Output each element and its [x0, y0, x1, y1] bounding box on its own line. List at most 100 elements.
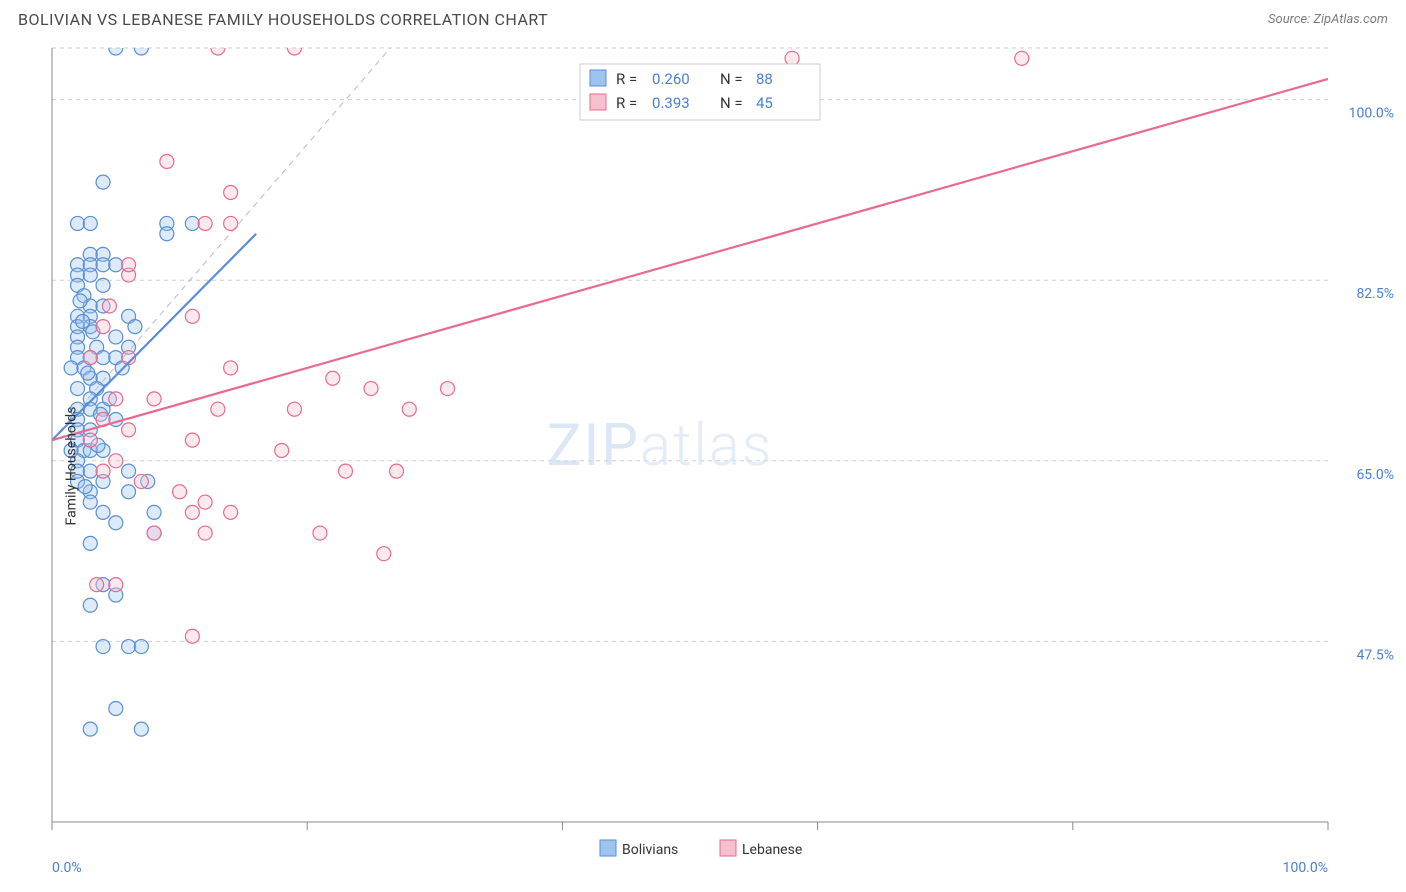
data-point — [185, 309, 199, 323]
stats-r-label: R = — [616, 94, 637, 112]
data-point — [83, 536, 97, 550]
data-point — [90, 578, 104, 592]
data-point — [102, 299, 116, 313]
data-point — [109, 392, 123, 406]
data-point — [109, 258, 123, 272]
data-point — [122, 640, 136, 654]
data-point — [83, 433, 97, 447]
data-point — [134, 640, 148, 654]
data-point — [128, 320, 142, 334]
legend-swatch — [590, 94, 606, 110]
data-point — [224, 185, 238, 199]
data-point — [198, 495, 212, 509]
data-point — [96, 278, 110, 292]
data-point — [83, 598, 97, 612]
y-tick-label: 100.0% — [1349, 106, 1394, 122]
data-point — [96, 505, 110, 519]
data-point — [441, 382, 455, 396]
data-point — [287, 402, 301, 416]
data-point — [185, 433, 199, 447]
data-point — [224, 216, 238, 230]
y-tick-label: 82.5% — [1356, 286, 1394, 302]
data-point — [73, 294, 87, 308]
stats-r-label: R = — [616, 70, 637, 88]
data-point — [109, 41, 123, 55]
data-point — [287, 41, 301, 55]
data-point — [122, 464, 136, 478]
data-point — [338, 464, 352, 478]
data-point — [198, 526, 212, 540]
data-point — [134, 474, 148, 488]
data-point — [198, 216, 212, 230]
data-point — [109, 454, 123, 468]
data-point — [785, 51, 799, 65]
legend-swatch — [590, 70, 606, 86]
data-point — [83, 351, 97, 365]
stats-r-value: 0.260 — [652, 70, 690, 88]
data-point — [96, 464, 110, 478]
data-point — [185, 629, 199, 643]
watermark: ZIPatlas — [547, 412, 773, 480]
data-point — [96, 351, 110, 365]
data-point — [83, 268, 97, 282]
data-point — [122, 485, 136, 499]
x-tick-label: 100.0% — [1283, 860, 1328, 876]
y-tick-label: 65.0% — [1356, 467, 1394, 483]
data-point — [185, 505, 199, 519]
trend-line — [52, 79, 1328, 440]
legend-swatch — [720, 840, 736, 856]
data-point — [377, 547, 391, 561]
data-point — [211, 402, 225, 416]
data-point — [1015, 51, 1029, 65]
legend-swatch — [600, 840, 616, 856]
data-point — [211, 41, 225, 55]
stats-n-value: 45 — [756, 94, 773, 112]
data-point — [71, 382, 85, 396]
data-point — [96, 640, 110, 654]
chart-container: Family Households 47.5% 65.0% 82.5% 100.0% 0… — [0, 40, 1406, 892]
data-point — [64, 361, 78, 375]
data-point — [390, 464, 404, 478]
data-point — [122, 258, 136, 272]
chart-title: BOLIVIAN VS LEBANESE FAMILY HOUSEHOLDS C… — [18, 10, 548, 29]
data-point — [83, 464, 97, 478]
data-point — [109, 516, 123, 530]
stats-r-value: 0.393 — [652, 94, 690, 112]
data-point — [160, 155, 174, 169]
data-point — [147, 526, 161, 540]
data-point — [83, 495, 97, 509]
data-point — [147, 392, 161, 406]
data-point — [402, 402, 416, 416]
data-point — [313, 526, 327, 540]
x-tick-label: 0.0% — [52, 860, 82, 876]
data-point — [122, 423, 136, 437]
data-point — [71, 216, 85, 230]
scatter-chart: 47.5% 65.0% 82.5% 100.0% 0.0% 100.0% ZIPatlas R… — [0, 40, 1406, 892]
data-point — [160, 227, 174, 241]
data-point — [326, 371, 340, 385]
data-point — [96, 175, 110, 189]
data-point — [364, 382, 378, 396]
data-point — [96, 258, 110, 272]
y-axis-label: Family Households — [63, 407, 79, 526]
data-point — [96, 320, 110, 334]
data-point — [134, 41, 148, 55]
data-point — [109, 701, 123, 715]
data-point — [147, 505, 161, 519]
data-point — [224, 505, 238, 519]
data-point — [78, 480, 92, 494]
data-point — [109, 330, 123, 344]
data-point — [224, 361, 238, 375]
data-point — [83, 216, 97, 230]
y-tick-label: 47.5% — [1356, 647, 1394, 663]
stats-n-label: N = — [720, 94, 743, 112]
legend-label: Bolivians — [622, 842, 678, 858]
stats-n-label: N = — [720, 70, 743, 88]
legend-label: Lebanese — [742, 842, 802, 858]
data-point — [275, 443, 289, 457]
data-point — [173, 485, 187, 499]
stats-n-value: 88 — [756, 70, 773, 88]
data-point — [134, 722, 148, 736]
data-point — [185, 216, 199, 230]
data-point — [83, 722, 97, 736]
